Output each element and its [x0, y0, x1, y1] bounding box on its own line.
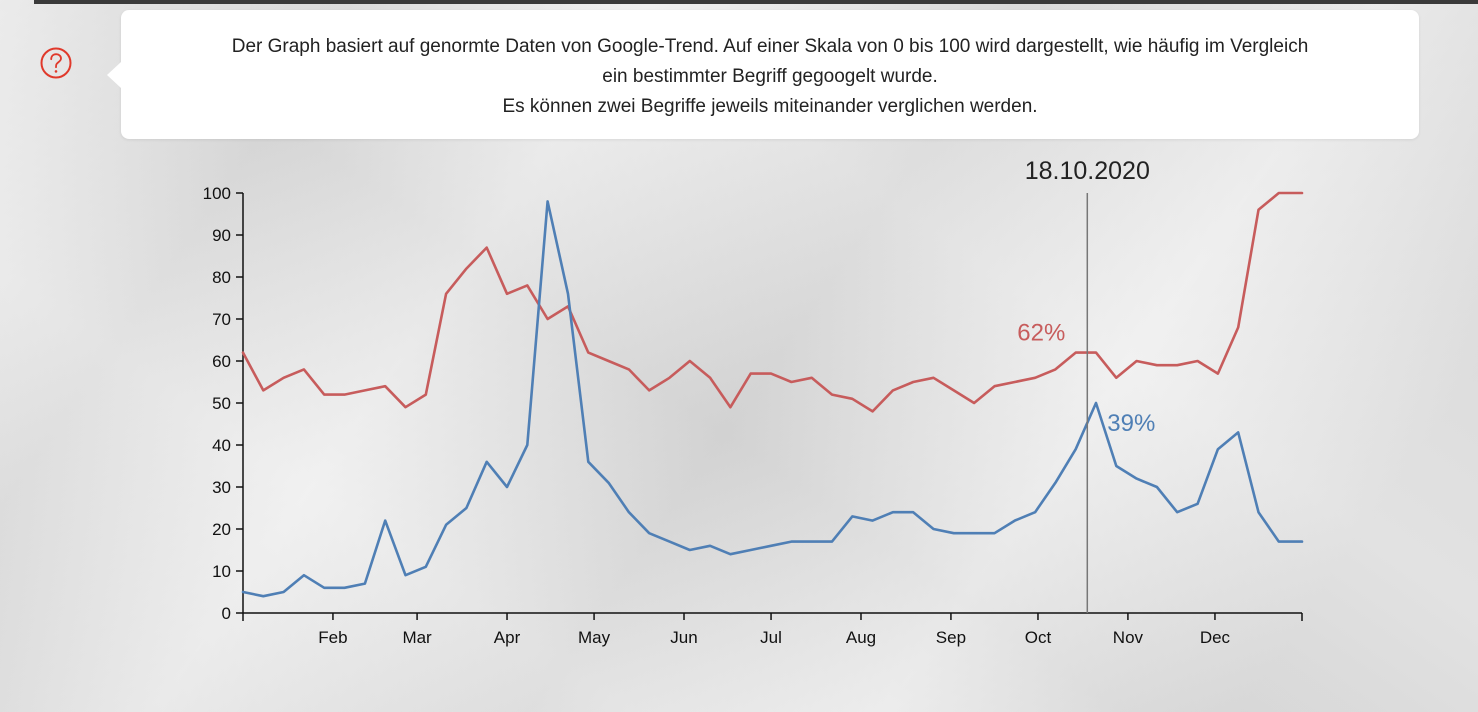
- series-line-1: [241, 191, 1304, 413]
- marker-value-label-1: 62%: [1017, 320, 1065, 347]
- x-tick-label: Oct: [1025, 628, 1052, 647]
- y-tick-label: 60: [212, 352, 231, 371]
- y-tick-label: 20: [212, 520, 231, 539]
- series-line-2: [241, 200, 1304, 598]
- x-tick-label: Feb: [318, 628, 347, 647]
- y-tick-label: 0: [222, 604, 231, 623]
- x-tick-label: Apr: [494, 628, 521, 647]
- y-tick-label: 70: [212, 310, 231, 329]
- x-tick-label: Jul: [760, 628, 782, 647]
- x-tick-label: Mar: [402, 628, 432, 647]
- date-marker-label: 18.10.2020: [1025, 157, 1150, 185]
- info-text-line-3: Es können zwei Begriffe jeweils miteinan…: [502, 96, 1038, 117]
- y-tick-label: 30: [212, 478, 231, 497]
- y-tick-label: 10: [212, 562, 231, 581]
- info-text-line-2: ein bestimmter Begriff gegoogelt wurde.: [602, 66, 938, 87]
- question-circle-icon[interactable]: [40, 47, 72, 79]
- y-tick-label: 80: [212, 268, 231, 287]
- y-tick-label: 100: [203, 184, 231, 203]
- x-tick-label: Nov: [1113, 628, 1144, 647]
- y-tick-label: 90: [212, 226, 231, 245]
- marker-value-label-2: 39%: [1107, 410, 1155, 437]
- x-tick-label: Sep: [936, 628, 966, 647]
- x-tick-label: May: [578, 628, 611, 647]
- top-divider: [34, 0, 1478, 4]
- x-tick-label: Aug: [846, 628, 876, 647]
- x-tick-label: Jun: [670, 628, 697, 647]
- info-tooltip: Der Graph basiert auf genormte Daten von…: [107, 10, 1419, 139]
- x-tick-label: Dec: [1200, 628, 1231, 647]
- y-tick-label: 50: [212, 394, 231, 413]
- info-text-line-1: Der Graph basiert auf genormte Daten von…: [231, 36, 1309, 57]
- y-tick-label: 40: [212, 436, 231, 455]
